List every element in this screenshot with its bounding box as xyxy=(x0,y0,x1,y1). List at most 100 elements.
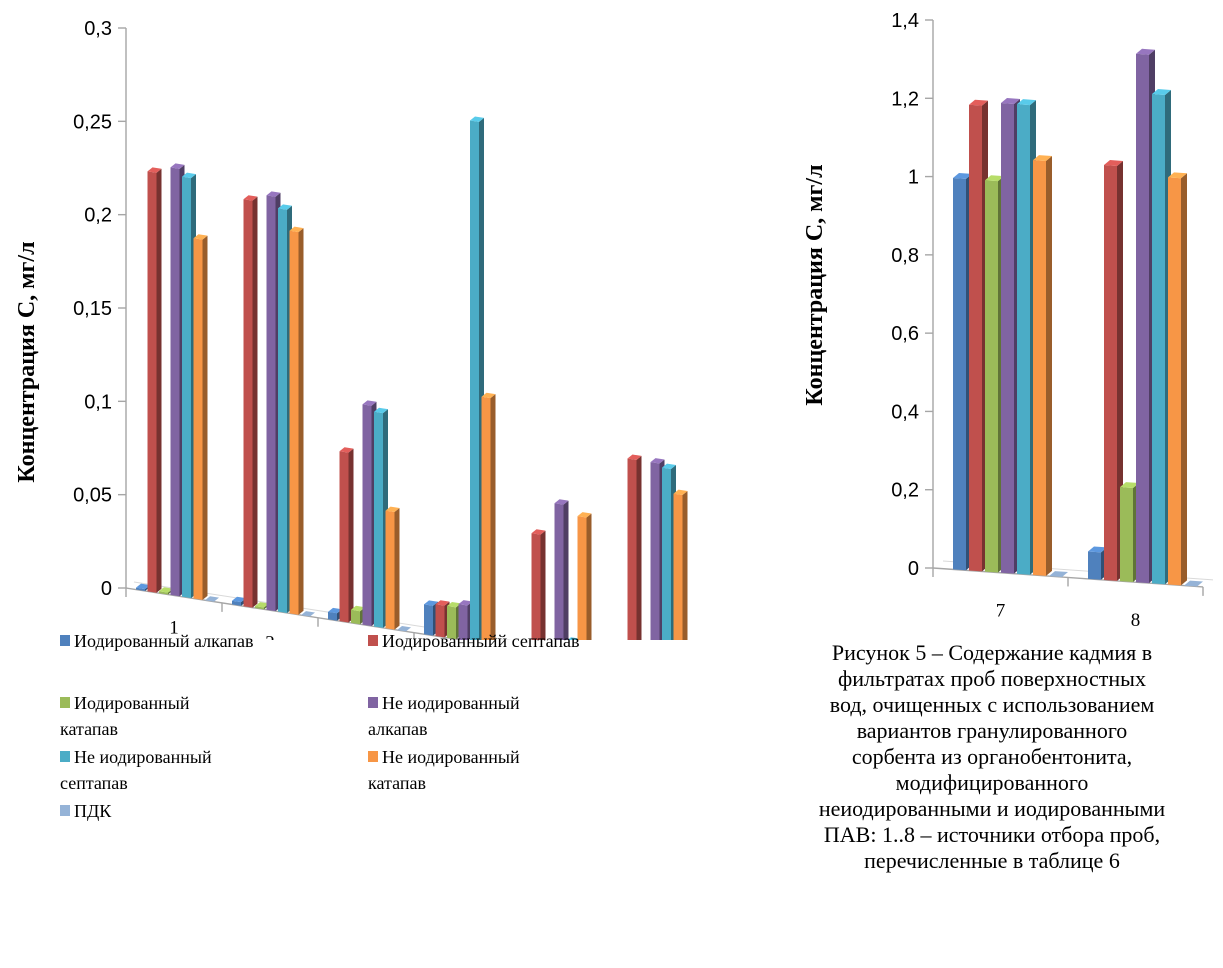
caption-line: неиодированными и иодированными xyxy=(818,796,1166,821)
bar-front xyxy=(662,467,671,640)
x-tick-label: 1 xyxy=(169,617,179,638)
bar-front xyxy=(374,411,383,628)
x-tick-label: 8 xyxy=(1131,610,1141,631)
bar-front xyxy=(627,458,637,640)
bar-front xyxy=(531,533,541,640)
legend-swatch xyxy=(368,751,378,762)
bar-top xyxy=(1104,160,1123,166)
bar-top xyxy=(470,116,484,122)
bar-top xyxy=(650,458,665,464)
y-tick-label: 0,8 xyxy=(891,245,919,267)
bar xyxy=(136,583,150,591)
bar xyxy=(1184,580,1203,587)
y-tick-label: 1,4 xyxy=(891,10,919,32)
bar-side xyxy=(1117,160,1123,581)
bar xyxy=(1033,155,1052,576)
bar-front xyxy=(577,516,587,640)
legend-swatch xyxy=(368,635,378,646)
bar xyxy=(1104,160,1123,581)
caption-line: вод, очищенных с использованием xyxy=(829,692,1155,717)
axes xyxy=(118,27,512,640)
bar-top xyxy=(289,226,304,233)
y-axis-label: Концентрация С, мг/л xyxy=(802,164,828,405)
bar xyxy=(301,611,315,617)
chart-legend: Иодированный алкапав Иодированныйй септа… xyxy=(60,628,700,958)
bar-top xyxy=(1033,155,1052,161)
bar-side xyxy=(490,394,496,640)
bar xyxy=(673,489,688,640)
bar-top xyxy=(182,172,196,179)
bar-front xyxy=(1120,487,1133,582)
bar-marker xyxy=(397,626,411,632)
left-bar-chart: Концентрация С, мг/л 0 0,05 0,1 0,15 0,2 0,25… xyxy=(14,18,688,640)
bar-marker xyxy=(301,611,315,617)
bar-top xyxy=(339,447,354,453)
bar xyxy=(627,454,642,640)
bar-top xyxy=(232,596,246,603)
legend-label: Иодированный катапав xyxy=(60,693,190,739)
bar-top xyxy=(435,600,450,606)
bar-top xyxy=(351,605,365,612)
bar xyxy=(1049,571,1068,578)
legend-item: Иодированный катапав xyxy=(60,690,250,742)
bar-top xyxy=(447,602,461,608)
bar-front xyxy=(385,510,395,630)
y-tick-label: 0,2 xyxy=(891,480,919,502)
caption-line: вариантов гранулированного xyxy=(856,718,1128,743)
bar-front xyxy=(673,493,683,640)
bar-top xyxy=(577,512,592,518)
bar-front xyxy=(1168,177,1181,586)
bar-top xyxy=(662,463,676,470)
bar-top xyxy=(374,407,388,414)
bar-top xyxy=(243,195,258,201)
bar-top xyxy=(567,637,580,640)
bar-side xyxy=(202,235,208,600)
x-tick-label: 7 xyxy=(996,601,1006,622)
y-tick-label: 0,4 xyxy=(891,401,919,423)
bar-top xyxy=(362,400,377,406)
bar-marker xyxy=(1184,580,1203,587)
legend-label: Иодированный алкапав xyxy=(74,631,254,651)
bar xyxy=(531,529,546,640)
bar-top xyxy=(1136,48,1155,55)
legend-item: Не иодированный септапав xyxy=(60,744,270,796)
bar-marker xyxy=(1049,571,1068,578)
bar-top xyxy=(1120,482,1139,489)
bar-front xyxy=(182,176,191,599)
y-tick-label: 1 xyxy=(908,167,919,189)
legend-label: Не иодированный алкапав xyxy=(368,693,520,739)
bar-side xyxy=(682,491,688,640)
bar xyxy=(554,499,569,640)
bar-front xyxy=(147,171,157,593)
bar-front xyxy=(255,606,264,610)
bar-front xyxy=(1152,94,1165,585)
bar-top xyxy=(531,529,546,535)
bar-side xyxy=(563,500,569,640)
y-axis-label: Концентрация С, мг/л xyxy=(14,241,40,482)
bar-front xyxy=(1136,53,1149,584)
caption-line: ПАВ: 1..8 – источники отбора проб, xyxy=(823,822,1161,847)
bar-front xyxy=(193,238,203,600)
bar-front xyxy=(481,396,491,640)
legend-label: Не иодированный катапав xyxy=(368,747,520,793)
bar-top xyxy=(266,191,281,197)
bar-front xyxy=(351,609,360,625)
bar-top xyxy=(1001,98,1020,104)
bar-side xyxy=(636,455,642,640)
floor-back-edge xyxy=(133,581,512,640)
bar-front xyxy=(435,604,445,638)
bar-front xyxy=(985,180,998,573)
figure-caption: Рисунок 5 – Содержание кадмия в фильтрат… xyxy=(752,640,1223,874)
legend-item: Иодированный алкапав xyxy=(60,628,350,654)
legend-item: Не иодированный алкапав xyxy=(368,690,578,742)
y-tick-label: 0 xyxy=(101,578,112,600)
bar-front xyxy=(650,462,660,640)
legend-label: Иодированныйй септапав xyxy=(382,631,580,651)
bar-front xyxy=(232,600,241,606)
caption-line: сорбента из органобентонита, xyxy=(851,744,1133,769)
legend-label: Не иодированный септапав xyxy=(60,747,212,793)
bar-top xyxy=(385,506,400,513)
y-tick-label: 0,2 xyxy=(84,205,112,227)
bars xyxy=(953,48,1203,587)
y-tick-label: 0 xyxy=(908,558,919,580)
